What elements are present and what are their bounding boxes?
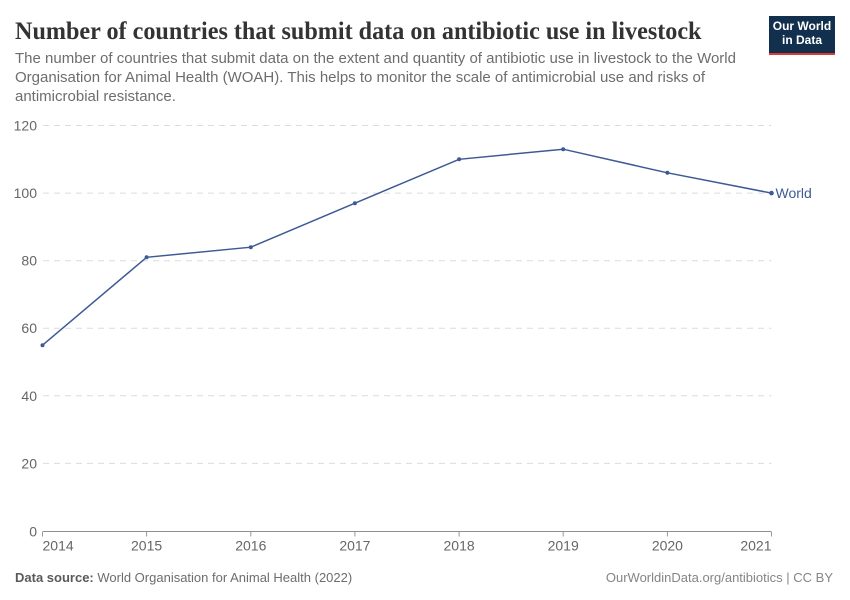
svg-text:40: 40 [21,388,37,404]
svg-text:100: 100 [14,185,38,201]
svg-text:80: 80 [21,253,37,269]
svg-text:2018: 2018 [444,538,475,554]
svg-text:2016: 2016 [235,538,266,554]
svg-text:0: 0 [29,524,37,540]
svg-text:120: 120 [14,118,38,134]
svg-text:2019: 2019 [548,538,579,554]
svg-text:2014: 2014 [43,538,74,554]
svg-text:World: World [776,185,812,201]
svg-text:2017: 2017 [339,538,370,554]
svg-text:2020: 2020 [652,538,683,554]
svg-text:2015: 2015 [131,538,162,554]
svg-text:2021: 2021 [740,538,771,554]
svg-text:60: 60 [21,320,37,336]
svg-text:20: 20 [21,455,37,471]
